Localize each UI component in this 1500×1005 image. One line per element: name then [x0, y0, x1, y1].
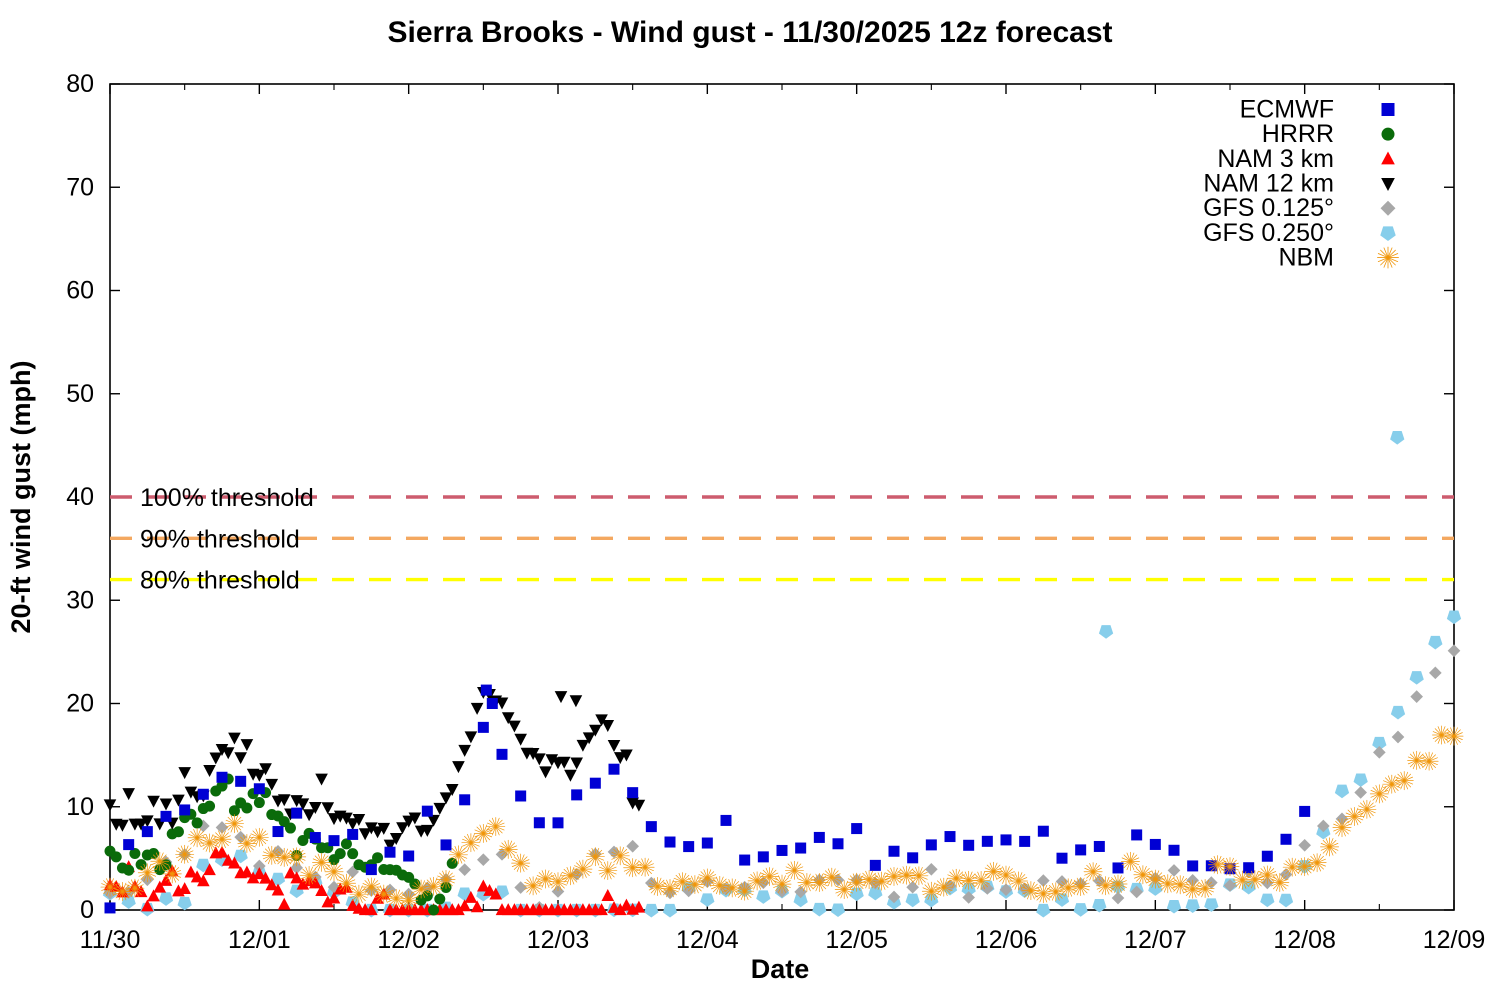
svg-text:50: 50 — [66, 380, 94, 408]
svg-text:30: 30 — [66, 586, 94, 614]
svg-text:20: 20 — [66, 690, 94, 718]
svg-text:12/03: 12/03 — [527, 926, 590, 954]
svg-text:12/05: 12/05 — [825, 926, 888, 954]
svg-text:12/07: 12/07 — [1124, 926, 1187, 954]
svg-text:11/30: 11/30 — [80, 926, 141, 954]
svg-text:NBM: NBM — [1278, 244, 1334, 272]
svg-text:90% threshold: 90% threshold — [140, 525, 300, 553]
svg-text:40: 40 — [66, 483, 94, 511]
svg-text:80: 80 — [66, 70, 94, 98]
svg-text:12/06: 12/06 — [975, 926, 1038, 954]
svg-text:100% threshold: 100% threshold — [140, 484, 314, 512]
svg-text:80% threshold: 80% threshold — [140, 567, 300, 595]
svg-text:12/02: 12/02 — [377, 926, 440, 954]
svg-text:0: 0 — [80, 896, 94, 924]
svg-text:Sierra Brooks - Wind gust - 11: Sierra Brooks - Wind gust - 11/30/2025 1… — [387, 16, 1112, 49]
svg-text:70: 70 — [66, 173, 94, 201]
svg-text:12/09: 12/09 — [1423, 926, 1486, 954]
svg-text:60: 60 — [66, 277, 94, 305]
svg-text:Date: Date — [751, 954, 810, 984]
svg-text:20-ft wind gust (mph): 20-ft wind gust (mph) — [6, 361, 36, 634]
svg-text:12/08: 12/08 — [1273, 926, 1336, 954]
svg-text:12/04: 12/04 — [676, 926, 739, 954]
svg-text:12/01: 12/01 — [228, 926, 291, 954]
svg-text:10: 10 — [66, 793, 94, 821]
